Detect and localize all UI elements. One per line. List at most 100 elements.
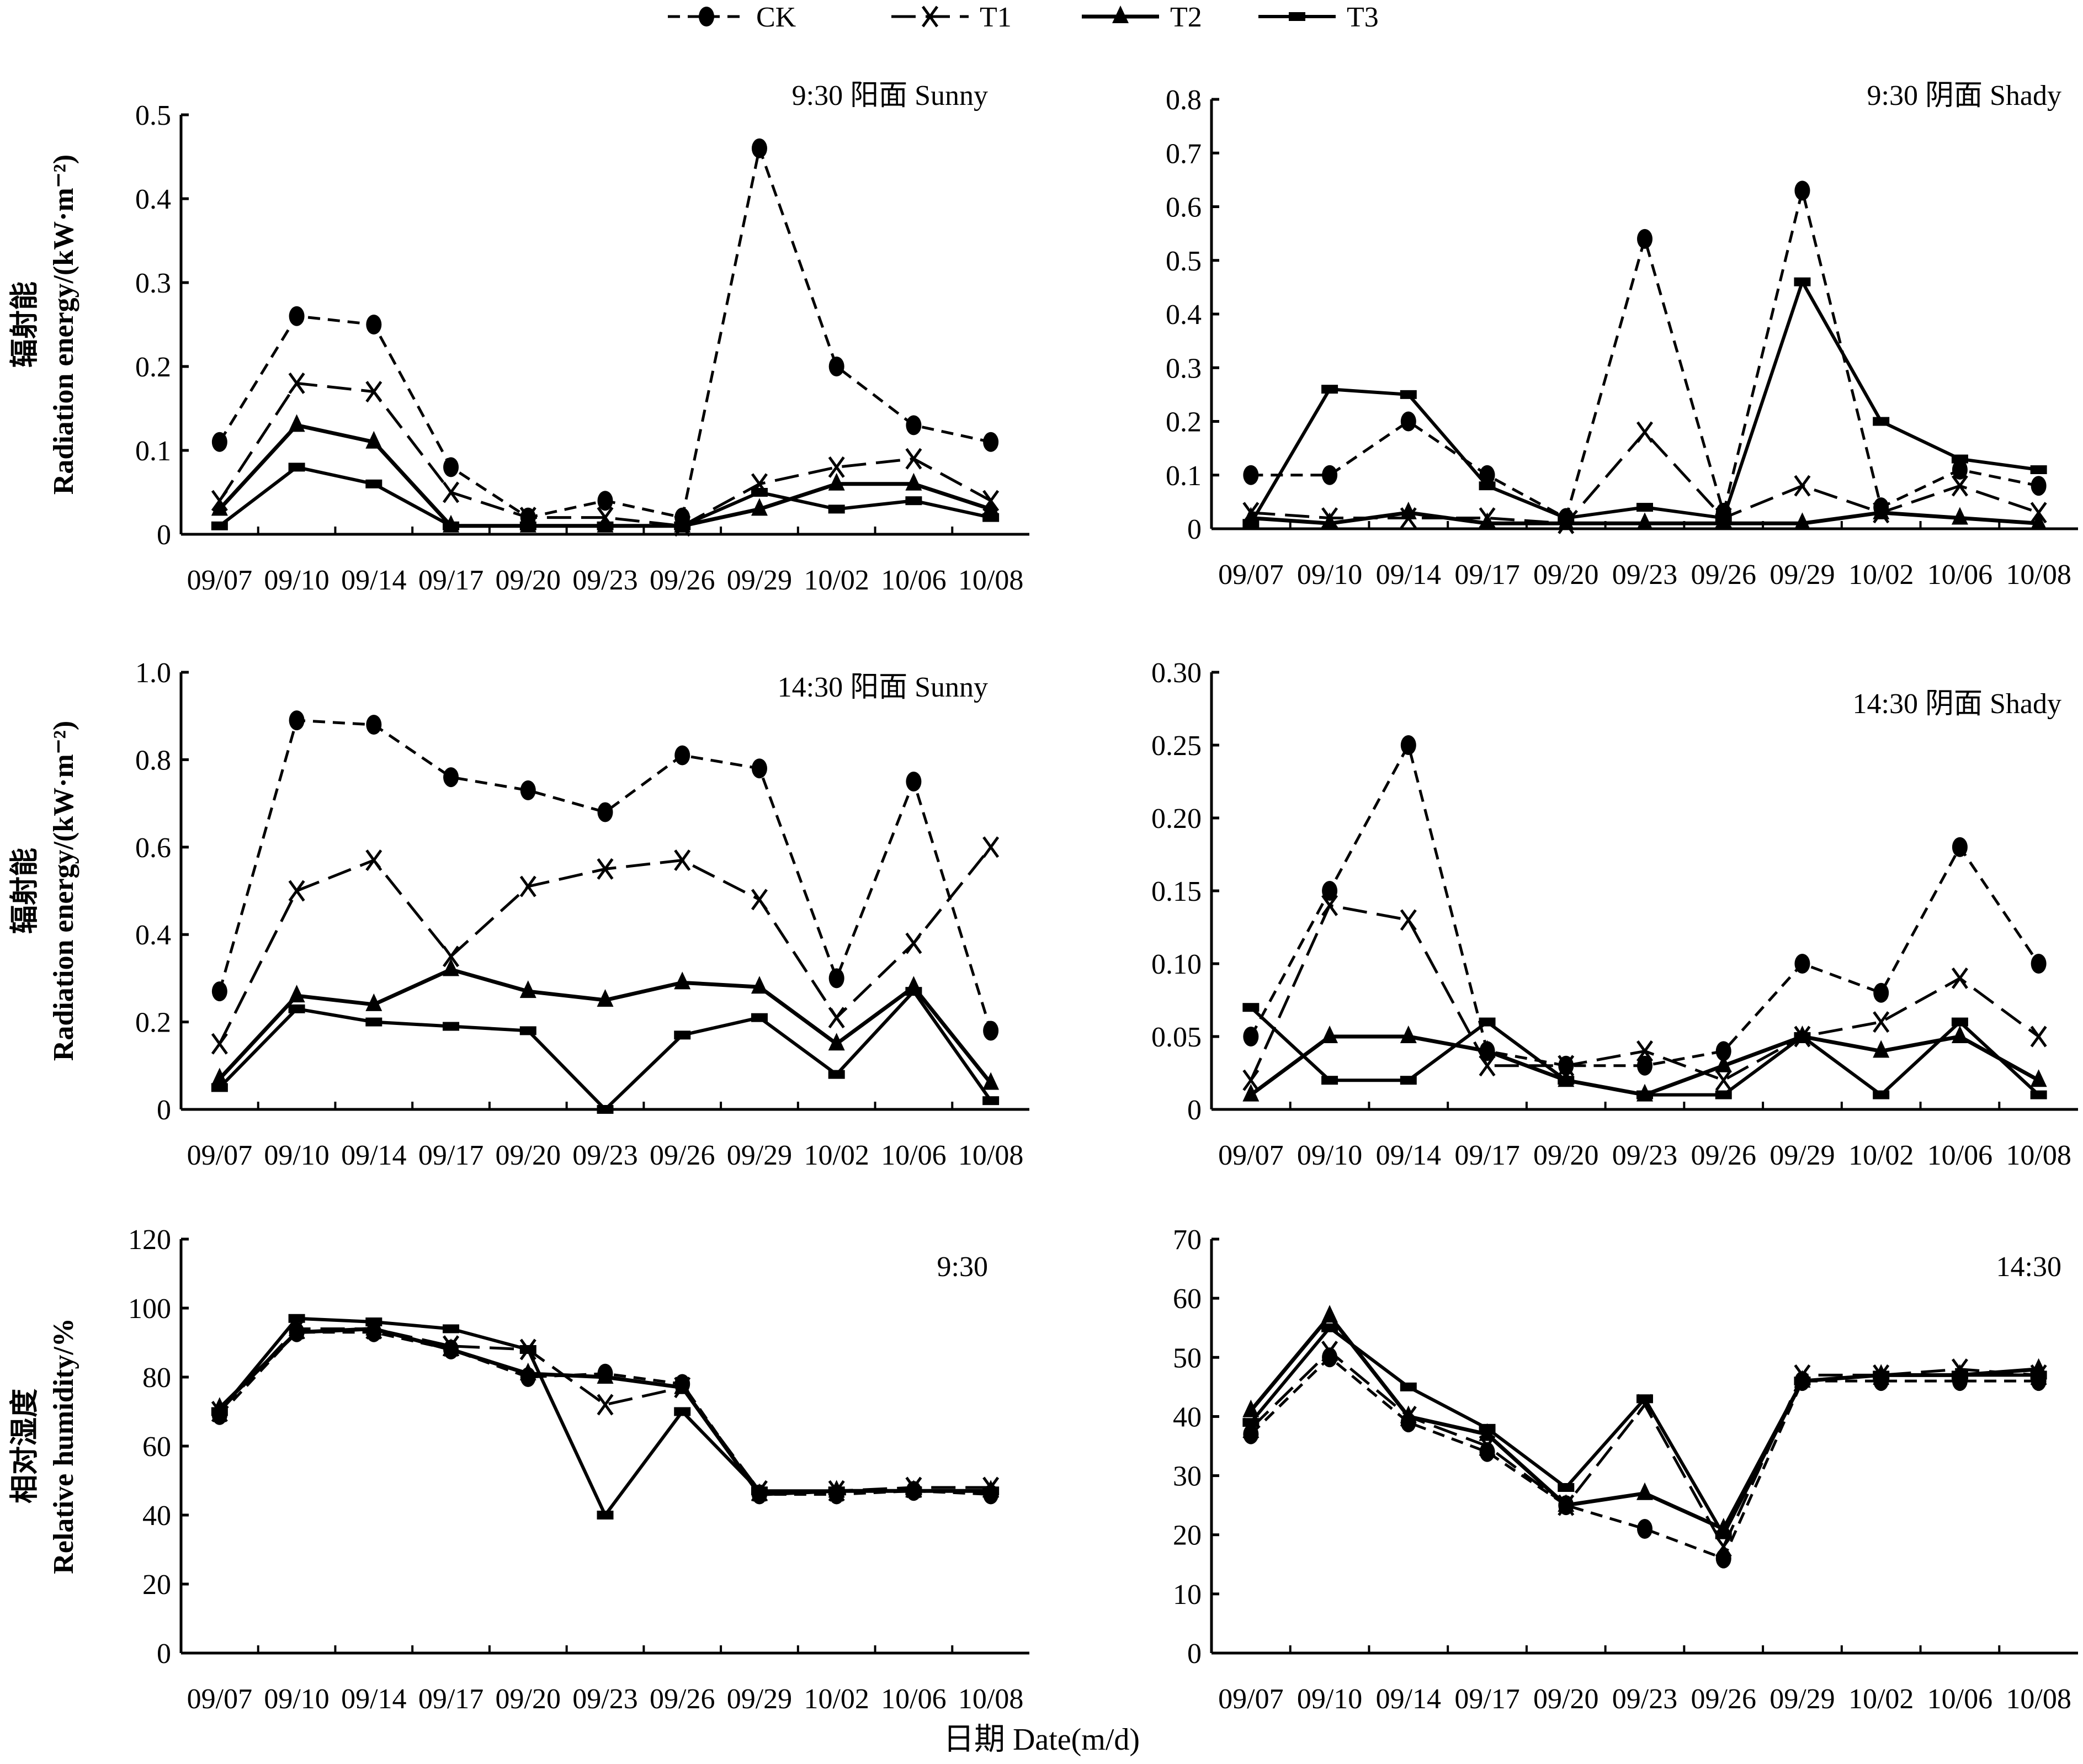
y-tick-label: 0.30 [1151,657,1202,689]
point-ck-09-26 [674,745,690,766]
x-tick-label: 09/29 [1770,1140,1835,1171]
point-ck-09-14 [1400,411,1416,432]
point-ck-09-07 [1243,465,1259,485]
point-ck-09-23 [1637,1519,1652,1539]
point-t2-09-26 [674,1376,691,1394]
x-tick-label: 10/06 [881,1683,946,1715]
point-t3-09-17 [443,1324,460,1333]
x-tick-label: 09/17 [1454,1140,1519,1171]
x-tick-label: 09/14 [341,1683,406,1715]
x-tick-label: 09/29 [727,1683,792,1715]
point-ck-09-10 [1322,1347,1338,1368]
series-t3 [1242,1323,2047,1539]
panel-title: 14:30 阴面 Shady [1853,688,2061,720]
panel-title: 14:30 阳面 Sunny [778,672,988,703]
point-ck-10-08 [2031,954,2047,974]
y-tick-label: 0 [1187,1094,1202,1126]
point-t1-09-14 [1400,909,1417,931]
point-ck-10-08 [2031,476,2047,496]
point-t2-09-10 [288,414,305,432]
point-ck-09-23 [597,802,613,822]
y-axis-label-cn: 相对湿度 [9,1389,41,1503]
x-tick-label: 09/29 [727,565,792,596]
x-tick-label: 09/26 [1691,559,1756,591]
series-line-ck [1250,1356,2039,1560]
legend-item-t1: T1 [891,2,1012,33]
x-tick-label: 09/10 [264,1140,329,1171]
x-tick-label: 09/14 [341,1140,406,1171]
x-tick-label: 09/23 [572,1683,637,1715]
point-ck-09-23 [1637,1055,1652,1076]
point-ck-10-06 [1952,837,1968,857]
point-t2-09-23 [597,1366,614,1384]
point-t1-09-26 [674,849,691,872]
x-tick-label: 09/23 [1612,1140,1677,1171]
x-tick-label: 09/17 [418,1140,483,1171]
point-t2-09-14 [1400,1405,1417,1423]
point-t2-10-08 [982,498,1000,516]
x-tick-label: 09/10 [1297,1683,1362,1715]
point-ck-09-26 [1715,1548,1731,1569]
x-tick-label: 09/10 [1297,1140,1362,1171]
point-t2-09-10 [1321,512,1338,530]
series-t3 [1242,277,2047,528]
point-t2-10-02 [1873,501,1890,519]
point-t3-09-07 [1242,1003,1260,1012]
point-t3-09-23 [1636,1090,1653,1099]
point-t1-09-17 [443,481,460,503]
x-tick-label: 09/07 [187,1683,252,1715]
y-tick-label: 0.6 [1166,192,1202,224]
x-tick-label: 09/26 [1691,1140,1756,1171]
series-ck [211,1322,999,1505]
point-t3-09-10 [1321,1076,1338,1085]
legend-marker-t1 [921,6,939,28]
point-t2-10-08 [2030,1069,2047,1087]
point-ck-10-02 [1873,982,1889,1003]
point-t3-09-14 [1400,390,1417,399]
y-tick-label: 0.15 [1151,876,1202,907]
point-t1-09-14 [365,849,382,872]
point-t3-10-08 [982,1486,1000,1496]
x-tick-label: 09/23 [1612,559,1677,591]
x-tick-label: 09/29 [727,1140,792,1171]
panel-1: 0 0.1 0.2 0.3 0.4 0.5 09/07 09/10 09/14 09/17 09/2… [9,80,1029,596]
point-t2-09-14 [365,993,382,1011]
point-ck-09-26 [1715,1041,1731,1061]
x-tick-label: 10/08 [2006,1140,2071,1171]
point-t1-09-10 [1321,894,1338,916]
point-t3-09-14 [1400,1382,1417,1391]
y-tick-label: 50 [1173,1342,1202,1374]
x-tick-label: 09/23 [572,565,637,596]
point-t1-09-20 [519,875,536,897]
point-t2-10-08 [2030,512,2047,530]
point-t3-09-26 [674,521,691,530]
point-t1-10-06 [1951,967,1968,989]
point-t2-09-20 [519,980,536,998]
series-ck [1243,180,2047,528]
point-t3-09-26 [1715,1530,1732,1539]
x-tick-label: 09/10 [264,1683,329,1715]
point-t2-09-23 [597,989,614,1007]
point-t3-10-08 [2030,1370,2047,1380]
y-tick-label: 40 [1173,1401,1202,1433]
point-t3-09-07 [211,521,228,530]
point-t2-10-08 [982,1072,1000,1090]
point-ck-09-10 [1322,465,1338,485]
point-t3-09-10 [1321,1323,1338,1332]
legend-marker-t2 [1112,6,1129,23]
y-tick-label: 80 [142,1362,171,1394]
point-t3-10-06 [1951,1017,1968,1027]
point-t2-09-07 [1242,1399,1260,1417]
x-tick-label: 09/07 [1218,1140,1283,1171]
legend-marker-t3 [1289,12,1305,21]
series-t3 [1242,1003,2047,1099]
y-tick-label: 0.8 [1166,84,1202,116]
point-t3-10-02 [1873,417,1890,426]
global-x-axis-label: 日期 Date(m/d) [943,1723,1140,1757]
point-t1-09-10 [288,372,305,394]
point-ck-09-29 [751,758,767,779]
point-t3-10-08 [982,513,1000,522]
y-tick-label: 0.6 [135,832,171,864]
point-t3-09-10 [288,1314,305,1323]
x-tick-label: 10/02 [1848,1683,1914,1715]
